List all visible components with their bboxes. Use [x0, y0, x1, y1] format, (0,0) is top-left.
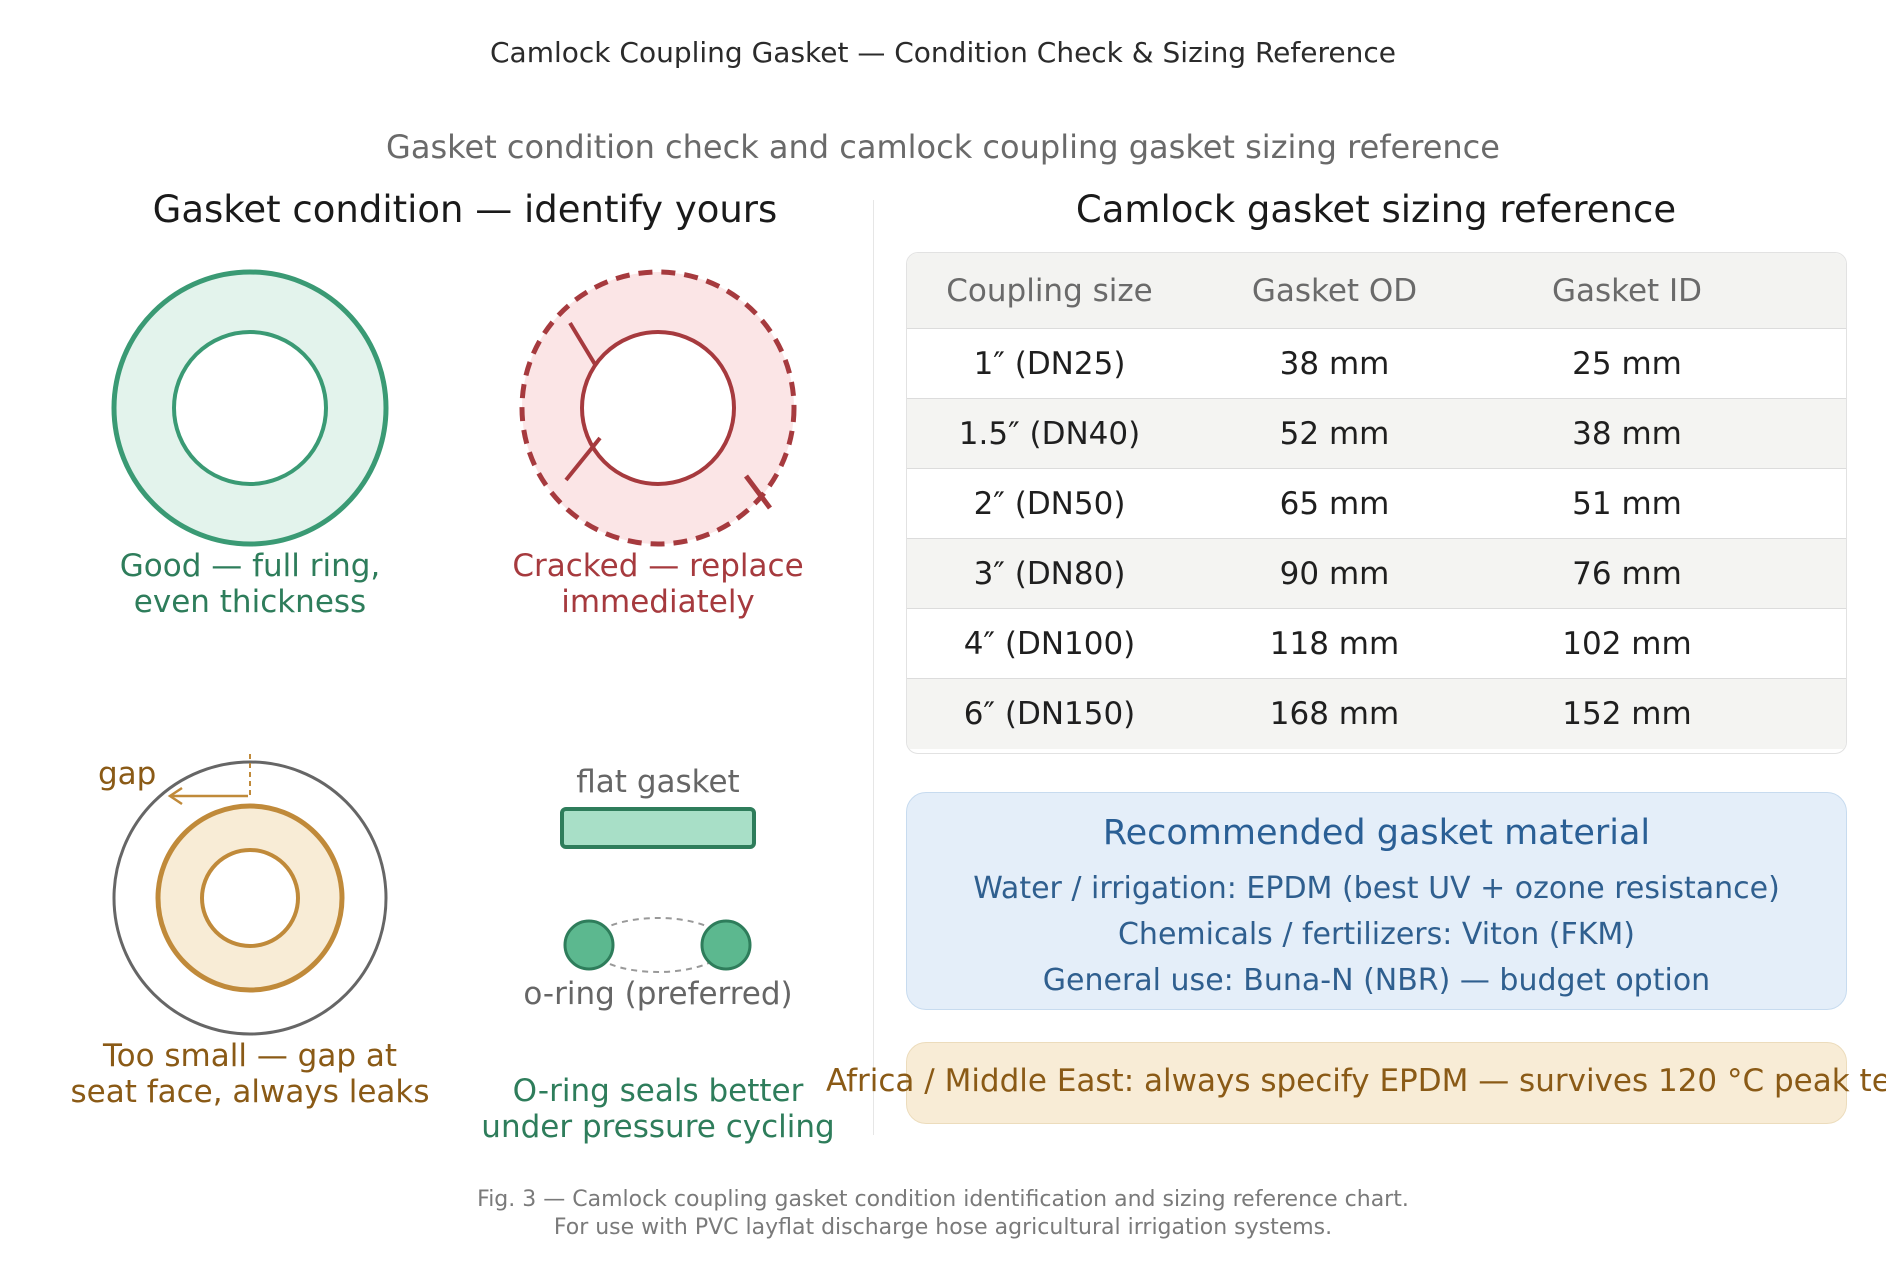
table-cell: 76 mm — [1572, 556, 1682, 592]
table-cell: 6″ (DN150) — [963, 696, 1136, 732]
too-small-gasket-label: Too small — gap at seat face, always lea… — [50, 1038, 450, 1110]
table-cell: 118 mm — [1269, 626, 1400, 662]
table-cell: 3″ (DN80) — [973, 556, 1126, 592]
flat-gasket-vs-oring-icon — [560, 807, 756, 973]
table-row: 2″ (DN50) 65 mm 51 mm — [907, 469, 1846, 539]
material-line: Water / irrigation: EPDM (best UV + ozon… — [973, 871, 1780, 906]
cracked-gasket-icon — [519, 269, 797, 547]
figure-caption-line1: Fig. 3 — Camlock coupling gasket conditi… — [477, 1187, 1409, 1212]
table-cell: 65 mm — [1279, 486, 1390, 522]
good-gasket-label-line2: even thickness — [133, 584, 367, 620]
too-small-gasket-label-line1: Too small — gap at — [102, 1038, 398, 1074]
sizing-panel-heading: Camlock gasket sizing reference — [1075, 188, 1677, 231]
material-recommendation-box: Recommended gasket material Water / irri… — [906, 792, 1847, 1010]
cracked-gasket-label-line2: immediately — [561, 584, 755, 620]
material-line: General use: Buna-N (NBR) — budget optio… — [1042, 963, 1711, 998]
table-cell: 52 mm — [1279, 416, 1390, 452]
flat-gasket-label: flat gasket — [576, 764, 740, 800]
regional-note-box — [906, 1042, 1847, 1124]
oring-comparison-label-line2: under pressure cycling — [481, 1109, 835, 1145]
table-cell: 25 mm — [1572, 346, 1682, 382]
good-gasket-icon — [111, 269, 389, 547]
table-header-cell: Gasket ID — [1551, 273, 1703, 309]
oring-comparison-label-line1: O-ring seals better — [512, 1073, 804, 1109]
condition-panel-heading: Gasket condition — identify yours — [152, 188, 778, 231]
good-gasket-label: Good — full ring, even thickness — [50, 548, 450, 620]
cracked-gasket-label: Cracked — replace immediately — [458, 548, 858, 620]
table-cell: 90 mm — [1279, 556, 1390, 592]
table-row: 3″ (DN80) 90 mm 76 mm — [907, 539, 1846, 609]
panel-divider — [873, 200, 874, 1135]
figure-caption-line2: For use with PVC layflat discharge hose … — [553, 1215, 1333, 1240]
table-cell: 102 mm — [1562, 626, 1692, 662]
material-line: Chemicals / fertilizers: Viton (FKM) — [1117, 917, 1636, 952]
table-cell: 2″ (DN50) — [973, 486, 1126, 522]
table-cell: 152 mm — [1562, 696, 1692, 732]
material-title: Recommended gasket material — [1102, 813, 1651, 853]
table-row: 1.5″ (DN40) 52 mm 38 mm — [907, 399, 1846, 469]
table-cell: 1.5″ (DN40) — [958, 416, 1141, 452]
too-small-gasket-icon — [112, 754, 388, 1036]
oring-comparison-label: O-ring seals better under pressure cycli… — [448, 1073, 868, 1145]
page-title: Camlock Coupling Gasket — Condition Chec… — [490, 36, 1396, 69]
oring-label: o-ring (preferred) — [523, 976, 793, 1012]
page-subtitle: Gasket condition check and camlock coupl… — [386, 128, 1500, 166]
table-cell: 51 mm — [1572, 486, 1682, 522]
sizing-table: Coupling size Gasket OD Gasket ID 1″ (DN… — [906, 252, 1847, 754]
table-row: 6″ (DN150) 168 mm 152 mm — [907, 679, 1846, 749]
table-header-cell: Coupling size — [946, 273, 1153, 309]
too-small-gasket-label-line2: seat face, always leaks — [70, 1074, 430, 1110]
table-cell: 4″ (DN100) — [963, 626, 1136, 662]
table-cell: 1″ (DN25) — [973, 346, 1126, 382]
table-row: 1″ (DN25) 38 mm 25 mm — [907, 329, 1846, 399]
table-cell: 168 mm — [1269, 696, 1400, 732]
regional-note-text: Africa / Middle East: always specify EPD… — [826, 1063, 1886, 1099]
table-cell: 38 mm — [1572, 416, 1682, 452]
table-cell: 38 mm — [1279, 346, 1390, 382]
table-header-cell: Gasket OD — [1251, 273, 1418, 309]
cracked-gasket-label-line1: Cracked — replace — [512, 548, 804, 584]
table-row: 4″ (DN100) 118 mm 102 mm — [907, 609, 1846, 679]
table-header-row: Coupling size Gasket OD Gasket ID — [907, 253, 1846, 329]
good-gasket-label-line1: Good — full ring, — [119, 548, 381, 584]
gap-label: gap — [98, 756, 157, 792]
